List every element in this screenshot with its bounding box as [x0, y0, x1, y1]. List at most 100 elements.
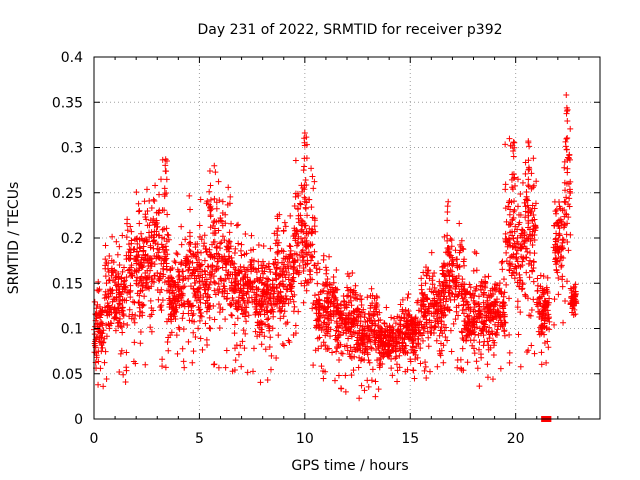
- data-point: [148, 204, 155, 211]
- data-point: [432, 288, 439, 295]
- data-point: [498, 259, 505, 266]
- data-point: [419, 302, 426, 309]
- data-point: [526, 312, 533, 319]
- data-point: [426, 286, 433, 293]
- data-point: [510, 153, 517, 160]
- data-point: [257, 379, 264, 386]
- data-point: [490, 342, 497, 349]
- data-point: [531, 237, 538, 244]
- data-point: [357, 318, 364, 325]
- data-point: [144, 257, 151, 264]
- data-point: [542, 303, 549, 310]
- data-point: [125, 289, 132, 296]
- data-point: [553, 210, 560, 217]
- data-point: [184, 253, 191, 260]
- data-point: [205, 201, 212, 208]
- data-point: [326, 253, 333, 260]
- data-point: [303, 287, 310, 294]
- data-point: [202, 290, 209, 297]
- data-point: [459, 245, 466, 252]
- data-point: [102, 288, 109, 295]
- data-point: [116, 368, 123, 375]
- data-point: [266, 266, 273, 273]
- data-point: [565, 155, 572, 162]
- data-point: [438, 314, 445, 321]
- data-point: [552, 208, 559, 215]
- data-point: [163, 260, 170, 267]
- data-point: [394, 367, 401, 374]
- data-point: [337, 301, 344, 308]
- data-point: [410, 349, 417, 356]
- data-point: [551, 222, 558, 229]
- data-point: [502, 141, 509, 148]
- data-point: [213, 199, 220, 206]
- data-point: [496, 280, 503, 287]
- data-point: [466, 281, 473, 288]
- data-point: [404, 294, 411, 301]
- data-point: [348, 372, 355, 379]
- data-point: [116, 300, 123, 307]
- data-point: [452, 316, 459, 323]
- data-point: [219, 289, 226, 296]
- data-point: [345, 335, 352, 342]
- data-point: [103, 333, 110, 340]
- data-point: [206, 281, 213, 288]
- data-point: [256, 298, 263, 305]
- data-point: [320, 312, 327, 319]
- data-point: [240, 264, 247, 271]
- data-point: [334, 345, 341, 352]
- data-point: [506, 331, 513, 338]
- data-point: [267, 334, 274, 341]
- data-point: [136, 244, 143, 251]
- y-tick-label: 0.1: [61, 322, 83, 338]
- data-point: [170, 304, 177, 311]
- data-point: [270, 293, 277, 300]
- data-point: [423, 321, 430, 328]
- data-point: [102, 256, 109, 263]
- data-point: [310, 300, 317, 307]
- data-point: [260, 262, 267, 269]
- data-point: [336, 315, 343, 322]
- data-point: [510, 171, 517, 178]
- data-point: [388, 355, 395, 362]
- data-point: [525, 182, 532, 189]
- data-point: [514, 247, 521, 254]
- data-point: [488, 328, 495, 335]
- data-point: [481, 283, 488, 290]
- data-point: [219, 198, 226, 205]
- data-point: [365, 357, 372, 364]
- data-point: [214, 258, 221, 265]
- data-point: [448, 348, 455, 355]
- data-point: [252, 328, 259, 335]
- data-point: [506, 349, 513, 356]
- data-point: [243, 291, 250, 298]
- data-point: [564, 239, 571, 246]
- data-point: [320, 252, 327, 259]
- data-point: [479, 327, 486, 334]
- data-point: [553, 261, 560, 268]
- data-point: [126, 246, 133, 253]
- data-point: [102, 242, 109, 249]
- data-point: [123, 297, 130, 304]
- data-point: [180, 310, 187, 317]
- data-point: [464, 332, 471, 339]
- data-point: [121, 277, 128, 284]
- data-point: [128, 237, 135, 244]
- data-point: [551, 198, 558, 205]
- data-point: [108, 309, 115, 316]
- data-point: [488, 292, 495, 299]
- data-point: [211, 316, 218, 323]
- data-point: [277, 288, 284, 295]
- data-point: [358, 356, 365, 363]
- data-point: [481, 308, 488, 315]
- data-point: [343, 301, 350, 308]
- data-point: [422, 359, 429, 366]
- data-point: [506, 295, 513, 302]
- data-point: [324, 276, 331, 283]
- data-point: [295, 205, 302, 212]
- data-point: [213, 245, 220, 252]
- data-point: [242, 330, 249, 337]
- data-point: [517, 363, 524, 370]
- data-point: [351, 309, 358, 316]
- data-point: [482, 279, 489, 286]
